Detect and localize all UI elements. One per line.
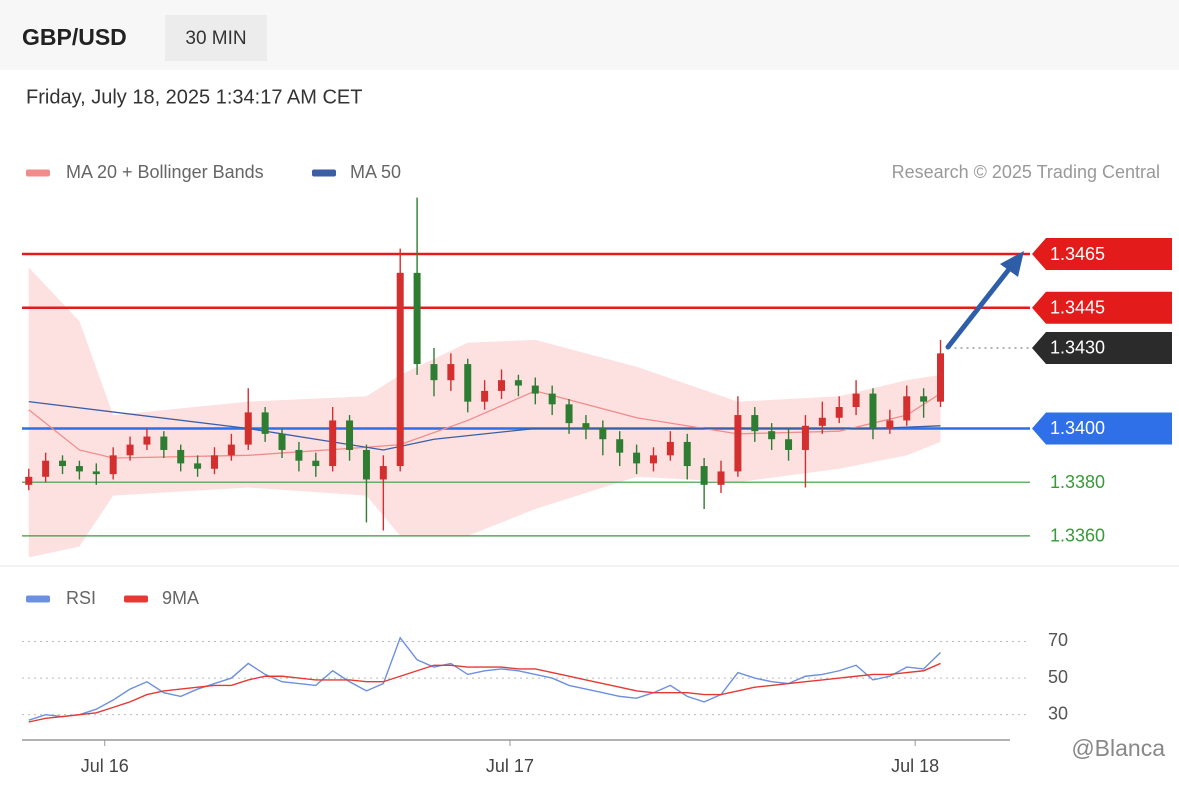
price-tag (1032, 331, 1172, 364)
candle-body (616, 439, 624, 453)
candle-body (177, 449, 185, 464)
candle-body (818, 417, 826, 426)
candle-body (329, 420, 337, 467)
moving-average (28, 401, 941, 451)
candle-body (835, 407, 843, 418)
interval-box[interactable] (165, 15, 267, 61)
x-tick-label: Jul 16 (81, 756, 129, 776)
candle-body (903, 396, 911, 421)
candle-body (430, 364, 438, 381)
candle-body (886, 420, 894, 429)
interval[interactable]: 30 MIN (185, 28, 246, 49)
legend-swatch (26, 169, 50, 177)
legend-label: MA 20 + Bollinger Bands (66, 162, 264, 182)
candle-body (514, 380, 522, 386)
candle-body (362, 449, 370, 480)
candle-body (683, 441, 691, 467)
candle-body (717, 471, 725, 485)
candle-body (599, 428, 607, 440)
x-tick-label: Jul 18 (891, 756, 939, 776)
candle-body (447, 364, 455, 381)
candle-body (531, 385, 539, 394)
x-tick-label: Jul 17 (486, 756, 534, 776)
legend-swatch (312, 169, 336, 177)
candle-body (785, 439, 793, 450)
candle-body (937, 353, 945, 402)
y-tick-label: 30 (1048, 703, 1068, 723)
candle-body (582, 423, 590, 429)
candle-body (109, 455, 117, 475)
candle-body (649, 455, 657, 464)
candle-body (227, 444, 235, 456)
symbol: GBP/USD (22, 24, 127, 50)
candle-body (464, 364, 472, 402)
watermark: @Blanca (1071, 735, 1165, 761)
arrow-shaft (945, 265, 1013, 350)
legend-swatch (124, 595, 148, 603)
price-tag-label: 1.3445 (1050, 297, 1105, 317)
timestamp: Friday, July 18, 2025 1:34:17 AM CET (26, 86, 362, 108)
candle-body (92, 471, 100, 475)
price-tag (1032, 291, 1172, 324)
candle-body (633, 452, 641, 464)
candle-body (413, 272, 421, 365)
candle-body (734, 415, 742, 472)
candle-body (751, 415, 759, 432)
candle-body (869, 393, 877, 429)
price-tag-label: 1.3465 (1050, 244, 1105, 264)
candle-body (801, 425, 809, 450)
candle-body (565, 404, 573, 424)
candle-body (25, 476, 33, 485)
candle-body (278, 433, 286, 450)
candle-body (396, 272, 404, 467)
candle-body (312, 460, 320, 467)
candle-body (666, 441, 674, 456)
level-label: 1.3380 (1050, 472, 1105, 492)
candle-body (42, 460, 50, 477)
legend-label: 9MA (162, 588, 199, 608)
candle-body (126, 444, 134, 456)
level-label: 1.3360 (1050, 526, 1105, 546)
source-credit: Research © 2025 Trading Central (892, 162, 1160, 182)
candle-body (498, 380, 506, 391)
candle-body (548, 393, 556, 405)
legend-swatch (26, 595, 50, 603)
arrow-head (1000, 251, 1024, 277)
price-tag-label: 1.3400 (1050, 418, 1105, 438)
candle-body (59, 460, 67, 467)
candle-body (210, 455, 218, 469)
legend-label: MA 50 (350, 162, 401, 182)
series-line (28, 662, 941, 723)
y-tick-label: 70 (1048, 630, 1068, 650)
candle-body (194, 463, 202, 469)
y-tick-label: 50 (1048, 667, 1068, 687)
candle-body (700, 466, 708, 485)
candle-body (244, 412, 252, 445)
candle-body (920, 396, 928, 402)
plot-layer: 1.3465 1.3445 1.3430 1.3400 1.3380 1.3360 MA 2… (22, 162, 1172, 776)
candle-body (75, 466, 83, 472)
price-tag (1032, 412, 1172, 445)
candle-body (852, 393, 860, 408)
candle-body (379, 466, 387, 480)
candle-body (261, 412, 269, 434)
price-tag-label: 1.3430 (1050, 338, 1105, 358)
trend-arrow (945, 251, 1024, 350)
price-tag (1032, 238, 1172, 271)
legend-label: RSI (66, 588, 96, 608)
candle-body (160, 436, 168, 450)
candle-body (295, 449, 303, 461)
candle-body (143, 436, 151, 445)
candle-body (768, 431, 776, 440)
candle-body (481, 390, 489, 402)
candle-body (346, 420, 354, 450)
